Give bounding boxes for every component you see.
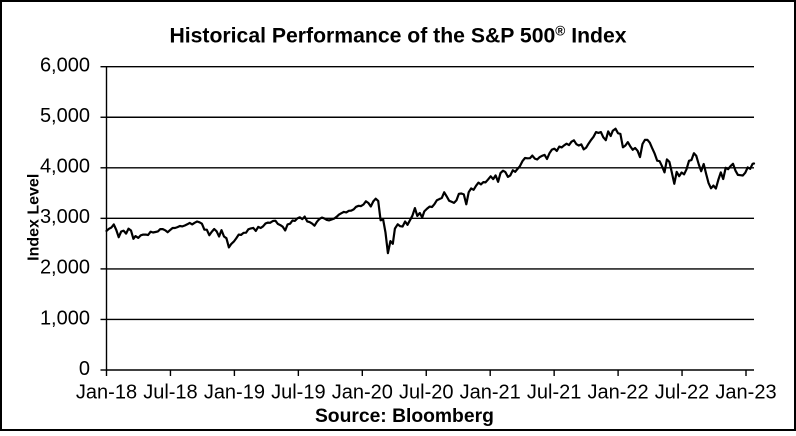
svg-text:Jan-18: Jan-18 (76, 382, 137, 404)
svg-text:4,000: 4,000 (40, 156, 90, 178)
svg-text:Jan-19: Jan-19 (204, 382, 265, 404)
svg-text:Index Level: Index Level (26, 174, 43, 261)
svg-text:6,000: 6,000 (40, 55, 90, 77)
svg-text:Jul-20: Jul-20 (399, 382, 453, 404)
svg-text:Jul-19: Jul-19 (271, 382, 325, 404)
svg-text:Jul-21: Jul-21 (527, 382, 581, 404)
svg-text:0: 0 (79, 358, 90, 380)
svg-text:Historical Performance of the: Historical Performance of the S&P 500® I… (169, 24, 626, 48)
svg-text:3,000: 3,000 (40, 206, 90, 228)
svg-text:Jul-18: Jul-18 (143, 382, 197, 404)
svg-text:2,000: 2,000 (40, 257, 90, 279)
svg-text:Jan-20: Jan-20 (332, 382, 393, 404)
svg-text:Jul-22: Jul-22 (655, 382, 709, 404)
svg-text:5,000: 5,000 (40, 105, 90, 127)
svg-text:Source: Bloomberg: Source: Bloomberg (315, 406, 494, 427)
svg-text:Jan-21: Jan-21 (460, 382, 521, 404)
svg-text:Jan-23: Jan-23 (715, 382, 776, 404)
svg-text:1,000: 1,000 (40, 307, 90, 329)
svg-text:Jan-22: Jan-22 (588, 382, 649, 404)
